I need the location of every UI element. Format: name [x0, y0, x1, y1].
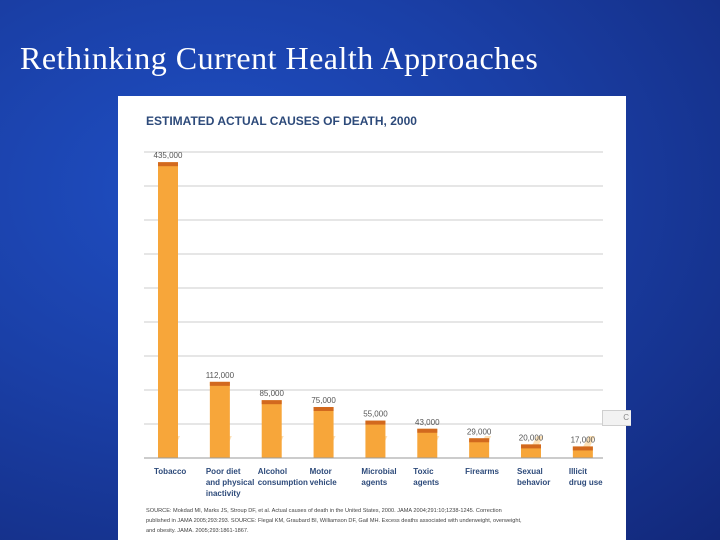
source-note: published in JAMA 2005;293:293. SOURCE: …	[146, 518, 522, 524]
bar	[417, 428, 438, 458]
chart-panel: ESTIMATED ACTUAL CAUSES OF DEATH, 2000 43…	[118, 96, 626, 540]
bar-cap	[520, 444, 541, 449]
bar-cap	[417, 428, 438, 433]
category-label: Alcohol	[258, 467, 287, 476]
bar-cap	[261, 400, 282, 405]
category-label: consumption	[258, 478, 308, 487]
category-label: Toxic	[413, 467, 434, 476]
category-label: Illicit	[569, 467, 588, 476]
bar-cap	[365, 420, 386, 425]
category-label: vehicle	[310, 478, 338, 487]
bar	[365, 420, 386, 458]
bar-cap	[313, 407, 334, 411]
category-label: inactivity	[206, 489, 241, 498]
bar-value-label: 112,000	[206, 371, 235, 380]
bar	[158, 162, 178, 458]
source-note: SOURCE: Mokdad MI, Marks JS, Stroup DF, …	[146, 508, 502, 514]
bar-value-label: 435,000	[154, 151, 183, 160]
causes-of-death-chart: ESTIMATED ACTUAL CAUSES OF DEATH, 2000 43…	[144, 114, 603, 534]
category-label: agents	[413, 478, 439, 487]
category-label: Tobacco	[154, 467, 186, 476]
bar-cap	[209, 381, 230, 386]
bar	[209, 381, 230, 458]
bar	[261, 400, 282, 458]
category-label: and physical	[206, 478, 254, 487]
chart-title: ESTIMATED ACTUAL CAUSES OF DEATH, 2000	[146, 114, 417, 128]
category-label: agents	[361, 478, 387, 487]
bar	[313, 407, 334, 458]
category-label: Sexual	[517, 467, 543, 476]
category-label: Microbial	[361, 467, 396, 476]
bar-cap	[158, 162, 178, 167]
side-tab[interactable]: C	[602, 410, 631, 426]
category-label: Poor diet	[206, 467, 241, 476]
bar-value-label: 43,000	[415, 418, 440, 427]
bar-cap	[469, 438, 490, 443]
bar-value-label: 55,000	[363, 410, 388, 419]
bar-value-label: 85,000	[259, 389, 284, 398]
category-label: Firearms	[465, 467, 499, 476]
bar-value-label: 20,000	[519, 433, 544, 442]
bar-cap	[572, 446, 593, 451]
bar	[572, 446, 593, 458]
bar-value-label: 17,000	[571, 435, 596, 444]
category-label: behavior	[517, 478, 550, 487]
bar	[469, 438, 490, 458]
bar-value-label: 29,000	[467, 427, 492, 436]
slide-title: Rethinking Current Health Approaches	[20, 40, 539, 76]
category-label: Motor	[310, 467, 332, 476]
source-note: and obesity. JAMA. 2005;293:1861-1867.	[146, 528, 249, 534]
category-label: drug use	[569, 478, 603, 487]
bar-value-label: 75,000	[311, 396, 336, 405]
